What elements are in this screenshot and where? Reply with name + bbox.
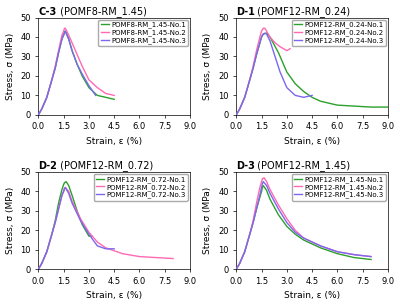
Text: D-1: D-1	[236, 6, 255, 17]
Text: C-3: C-3	[38, 6, 57, 17]
Legend: POMF12-RM_0.24-No.1, POMF12-RM_0.24-No.2, POMF12-RM_0.24-No.3: POMF12-RM_0.24-No.1, POMF12-RM_0.24-No.2…	[292, 20, 386, 46]
X-axis label: Strain, ε (%): Strain, ε (%)	[284, 137, 340, 146]
Text: D-3: D-3	[236, 161, 255, 171]
Y-axis label: Stress, σ (MPa): Stress, σ (MPa)	[204, 32, 212, 100]
Y-axis label: Stress, σ (MPa): Stress, σ (MPa)	[204, 187, 212, 254]
Y-axis label: Stress, σ (MPa): Stress, σ (MPa)	[6, 187, 14, 254]
Text: (POMF12-RM_1.45): (POMF12-RM_1.45)	[254, 160, 351, 171]
X-axis label: Strain, ε (%): Strain, ε (%)	[86, 137, 142, 146]
Text: (POMF12-RM_0.24): (POMF12-RM_0.24)	[254, 6, 351, 17]
Text: D-2: D-2	[38, 161, 57, 171]
Legend: POMF8-RM_1.45-No.1, POMF8-RM_1.45-No.2, POMF8-RM_1.45-No.3: POMF8-RM_1.45-No.1, POMF8-RM_1.45-No.2, …	[98, 20, 188, 46]
Text: (POMF12-RM_0.72): (POMF12-RM_0.72)	[56, 160, 153, 171]
X-axis label: Strain, ε (%): Strain, ε (%)	[86, 291, 142, 300]
Legend: POMF12-RM_1.45-No.1, POMF12-RM_1.45-No.2, POMF12-RM_1.45-No.3: POMF12-RM_1.45-No.1, POMF12-RM_1.45-No.2…	[292, 174, 386, 200]
Y-axis label: Stress, σ (MPa): Stress, σ (MPa)	[6, 32, 14, 100]
Text: (POMF8-RM_1.45): (POMF8-RM_1.45)	[56, 6, 146, 17]
Legend: POMF12-RM_0.72-No.1, POMF12-RM_0.72-No.2, POMF12-RM_0.72-No.3: POMF12-RM_0.72-No.1, POMF12-RM_0.72-No.2…	[94, 174, 188, 200]
X-axis label: Strain, ε (%): Strain, ε (%)	[284, 291, 340, 300]
